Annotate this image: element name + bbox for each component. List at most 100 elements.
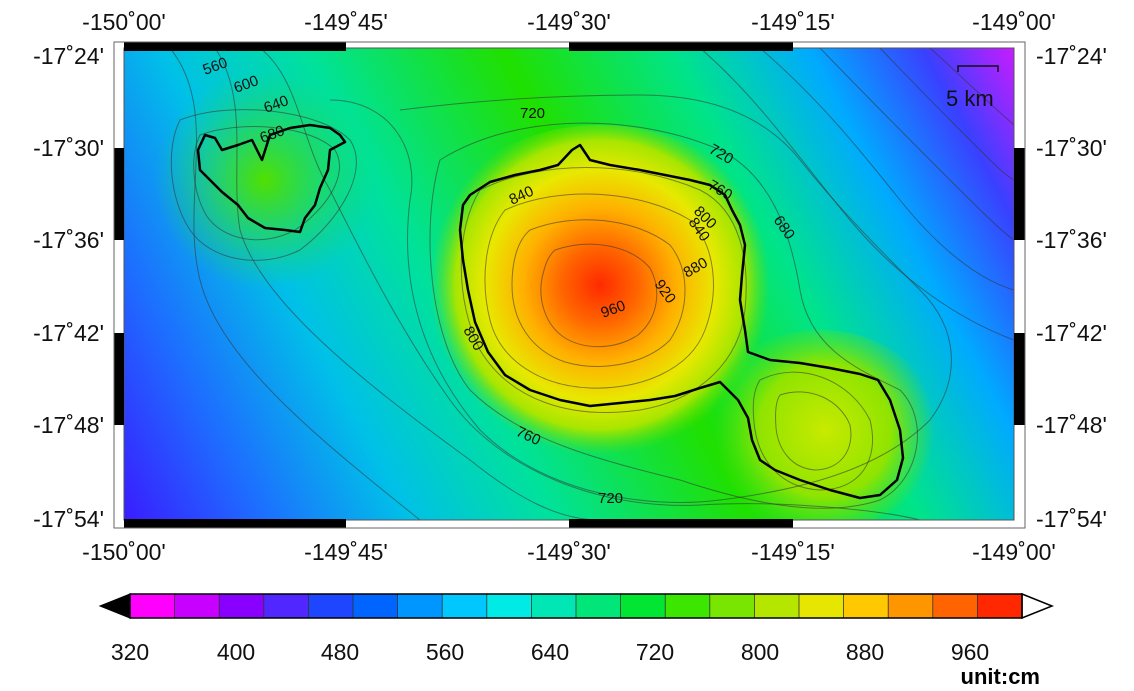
tahiti-coastline [458,143,905,500]
contour-line [540,243,658,348]
border-segment [114,333,124,425]
outer-frame [113,41,1026,529]
contour-line [819,48,1014,241]
colorbar-segment [486,594,532,618]
lat-label: -17˚36' [33,227,104,253]
border-segment [114,148,124,240]
lon-label: -149˚30' [527,9,611,35]
scale-bar: 5 km [946,65,999,111]
contour-line [775,391,852,471]
colorbar-tick-label: 320 [111,639,149,665]
scale-bar-line [957,65,999,72]
lat-label: -17˚30' [1036,135,1107,161]
contour-line [484,193,714,389]
lat-label: -17˚24' [1036,43,1107,69]
contour-line [929,48,1014,126]
border-segment [124,42,346,51]
lat-label: -17˚30' [33,135,104,161]
lon-label: -149˚00' [972,539,1056,565]
colorbar-ticks: 320 400 480 560 640 720 800 880 960 [111,639,989,665]
colorbar-segment [709,594,755,618]
colorbar-segment [843,594,889,618]
border-segment [124,519,346,528]
lat-label: -17˚36' [1036,227,1107,253]
moorea-coastline [196,123,347,234]
colorbar-segment [130,594,176,618]
border-segment [569,519,793,528]
lon-label: -149˚00' [972,9,1056,35]
colorbar-tick-label: 960 [951,639,989,665]
colorbar-tick-label: 480 [321,639,359,665]
border-segment [569,42,793,51]
colorbar-segment [353,594,399,618]
lon-label: -150˚00' [82,539,166,565]
contour-line [879,48,1014,181]
lat-label: -17˚24' [33,43,104,69]
colorbar-frame [129,593,1023,619]
contour-line [329,94,952,503]
contour-line [429,122,918,509]
colorbar-segment [932,594,978,618]
colorbar-segment [888,594,934,618]
contour-line [759,48,1014,291]
colorbar-segment [397,594,443,618]
contour-line [170,109,357,261]
contour-line [259,48,921,520]
border-segment [1014,333,1025,425]
contour-line [169,48,421,520]
colorbar-segment [219,594,265,618]
colorbar: 320 400 480 560 640 720 800 880 960 unit… [98,592,1055,689]
lon-labels-top: -150˚00' -149˚45' -149˚30' -149˚15' -149… [82,9,1056,35]
contour-label: 720 [520,105,545,122]
lat-label: -17˚42' [33,320,104,346]
lon-label: -149˚15' [751,539,835,565]
colorbar-segment [308,594,354,618]
colorbar-tick-label: 640 [531,639,569,665]
colorbar-segments [130,594,1023,618]
scale-bar-label: 5 km [946,86,994,111]
contour-lines [169,48,1014,520]
colorbar-segment [442,594,488,618]
contour-line [511,219,686,367]
colorbar-tick-label: 400 [217,639,255,665]
contour-line [699,48,1014,341]
lat-label: -17˚54' [33,506,104,532]
moorea-glow [125,70,405,290]
colorbar-segment [263,594,309,618]
colorbar-unit: unit:cm [961,664,1040,689]
colorbar-segment [576,594,622,618]
coastlines [196,123,905,500]
map-field: 560 600 640 680 720 720 760 800 840 800 … [124,48,1014,520]
lon-label: -149˚45' [304,9,388,35]
lat-label: -17˚54' [1036,506,1107,532]
colorbar-tick-label: 800 [741,639,779,665]
lat-labels-left: -17˚24' -17˚30' -17˚36' -17˚42' -17˚48' … [33,43,104,532]
lat-label: -17˚48' [33,412,104,438]
colorbar-under-arrow [98,593,131,619]
contour-line [460,167,747,413]
lon-label: -149˚15' [751,9,835,35]
lat-label: -17˚48' [1036,412,1107,438]
colorbar-segment [174,594,220,618]
colorbar-segment [620,594,666,618]
colorbar-segment [531,594,577,618]
colorbar-segment [665,594,711,618]
colorbar-segment [799,594,845,618]
colorbar-tick-label: 880 [846,639,884,665]
lon-label: -149˚45' [304,539,388,565]
lon-labels-bottom: -150˚00' -149˚45' -149˚30' -149˚15' -149… [82,539,1056,565]
lat-label: -17˚42' [1036,320,1107,346]
colorbar-segment [754,594,800,618]
lon-label: -149˚30' [527,539,611,565]
lon-label: -150˚00' [82,9,166,35]
colorbar-tick-label: 560 [426,639,464,665]
map-border [114,42,1025,528]
lat-labels-right: -17˚24' -17˚30' -17˚36' -17˚42' -17˚48' … [1036,43,1107,532]
colorbar-segment [977,594,1023,618]
contour-line [214,48,601,520]
colorbar-tick-label: 720 [636,639,674,665]
contour-label: 720 [598,490,623,507]
tahiti-nui-glow [410,125,790,455]
border-segment [1014,148,1025,240]
